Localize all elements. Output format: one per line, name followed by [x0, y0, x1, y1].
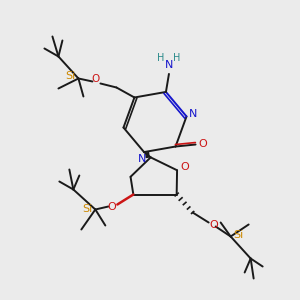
Text: H: H	[157, 53, 165, 63]
Text: O: O	[91, 74, 100, 85]
Text: O: O	[198, 139, 207, 148]
Text: Si: Si	[233, 230, 244, 239]
Text: H: H	[173, 53, 181, 63]
Text: Si: Si	[82, 205, 92, 214]
Text: Si: Si	[65, 71, 76, 82]
Text: O: O	[209, 220, 218, 230]
Text: O: O	[181, 162, 189, 172]
Text: N: N	[165, 60, 173, 70]
Text: N: N	[138, 154, 146, 164]
Text: O: O	[107, 202, 116, 212]
Text: N: N	[189, 110, 198, 119]
